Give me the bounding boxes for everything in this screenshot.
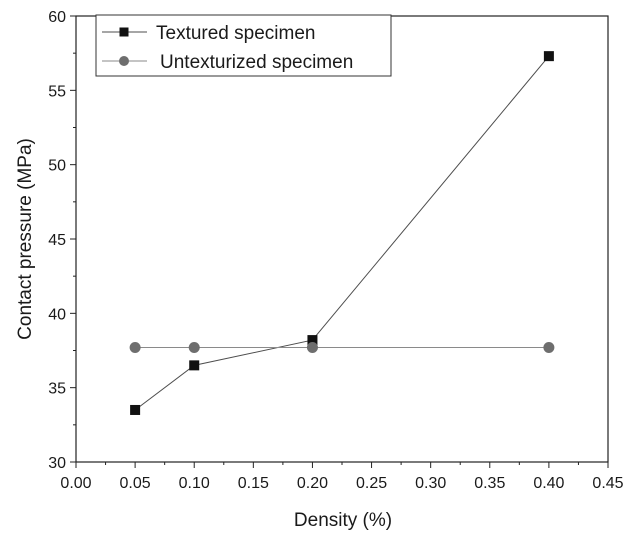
x-axis-title: Density (%) — [294, 510, 392, 531]
y-tick-label: 40 — [48, 306, 66, 323]
legend: Textured specimen Untexturized specimen — [95, 14, 392, 77]
y-tick-label: 55 — [48, 83, 66, 100]
legend-box — [95, 14, 392, 77]
legend-marker-textured — [119, 27, 129, 37]
legend-label-textured: Textured specimen — [156, 23, 315, 44]
legend-label-untexturized: Untexturized specimen — [160, 52, 353, 73]
x-tick-label: 0.10 — [179, 475, 210, 492]
y-tick-label: 45 — [48, 232, 66, 249]
data-point-textured — [543, 51, 554, 62]
data-point-textured — [189, 360, 200, 371]
data-point-untexturized — [188, 342, 200, 354]
data-point-untexturized — [306, 342, 318, 354]
data-point-textured — [307, 335, 318, 346]
y-tick-label: 50 — [48, 158, 66, 175]
plot-frame — [75, 15, 609, 463]
x-tick-label: 0.25 — [356, 475, 387, 492]
x-tick-label: 0.05 — [120, 475, 151, 492]
series-line-textured — [134, 55, 550, 411]
data-point-untexturized — [543, 342, 555, 354]
y-tick-label: 35 — [48, 381, 66, 398]
x-tick-label: 0.35 — [474, 475, 505, 492]
x-tick-label: 0.30 — [415, 475, 446, 492]
data-point-untexturized — [129, 342, 141, 354]
plot-lines — [134, 55, 550, 411]
x-tick-label: 0.20 — [297, 475, 328, 492]
tick-labels: 0.00 0.05 0.10 0.15 0.20 0.25 0.30 0.35 0.40 0.45… — [48, 9, 623, 492]
plot-axes — [70, 15, 609, 468]
legend-marker-untexturized — [119, 56, 129, 66]
x-tick-label: 0.45 — [592, 475, 623, 492]
y-tick-label: 60 — [48, 9, 66, 26]
x-tick-label: 0.15 — [238, 475, 269, 492]
y-tick-label: 30 — [48, 455, 66, 472]
x-tick-label: 0.00 — [60, 475, 91, 492]
x-tick-label: 0.40 — [533, 475, 564, 492]
data-markers — [129, 51, 555, 415]
y-axis-title: Contact pressure (MPa) — [15, 138, 36, 340]
data-point-textured — [130, 404, 141, 415]
